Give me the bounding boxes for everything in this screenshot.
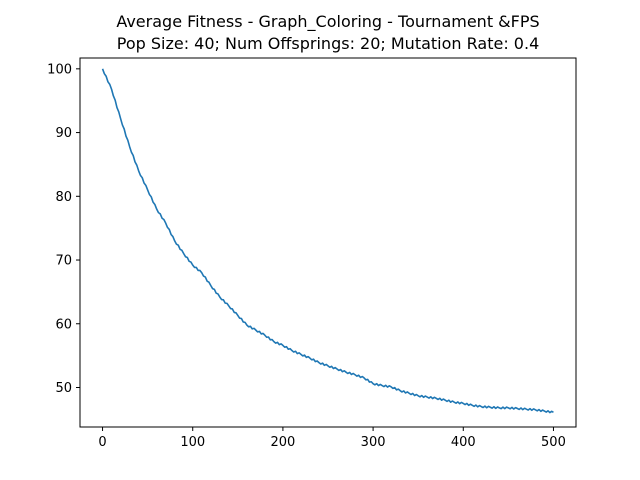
y-tick-label: 100 — [47, 62, 72, 77]
chart-title: Average Fitness - Graph_Coloring - Tourn… — [116, 12, 539, 32]
y-tick-label: 80 — [55, 190, 72, 205]
x-tick-label: 500 — [541, 435, 566, 450]
series-line — [101, 68, 554, 414]
plot-axes: 0 100 200 300 400 500 50 60 70 80 90 100 — [47, 62, 566, 450]
x-tick-label: 400 — [451, 435, 476, 450]
x-tick-label: 0 — [98, 435, 106, 450]
plot-frame — [79, 57, 577, 428]
chart-subtitle: Pop Size: 40; Num Offsprings: 20; Mutati… — [117, 34, 540, 53]
y-tick-label: 90 — [55, 126, 72, 141]
y-tick-label: 50 — [55, 381, 72, 396]
x-tick-label: 300 — [361, 435, 386, 450]
y-tick-label: 70 — [55, 254, 72, 269]
x-tick-label: 200 — [270, 435, 295, 450]
x-tick-label: 100 — [180, 435, 205, 450]
y-tick-label: 60 — [55, 317, 72, 332]
